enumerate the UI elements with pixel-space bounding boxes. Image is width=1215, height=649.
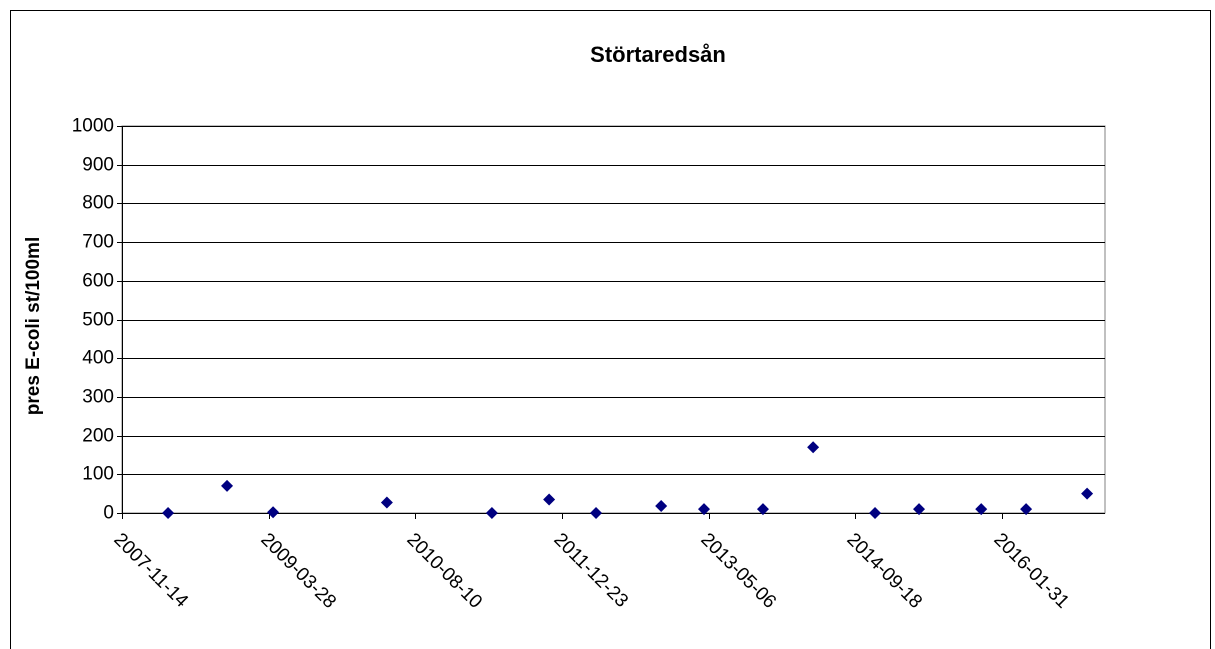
y-tick-label: 300 [82,387,114,408]
y-axis-title: pres E-coli st/100ml [23,237,44,415]
data-point [221,479,234,492]
y-tick-label: 600 [82,271,114,292]
data-point [975,503,988,516]
data-point [543,493,556,506]
y-tick-label: 100 [82,464,114,485]
data-point [807,441,820,454]
y-tick-label: 900 [82,155,114,176]
y-tick-label: 0 [103,503,114,524]
data-point [590,507,603,519]
data-point [697,503,710,516]
data-point [869,507,882,519]
data-point [485,507,498,519]
y-tick-label: 800 [82,193,114,214]
y-tick-label: 400 [82,348,114,369]
data-point [1081,487,1094,500]
data-point [1020,503,1033,516]
plot-area [121,125,1106,514]
data-point [267,506,280,519]
data-point [913,503,926,516]
data-point [380,496,393,509]
data-point [162,507,175,519]
chart-title: Störtaredsån [590,42,726,67]
data-point [756,503,769,516]
y-tick-label: 200 [82,426,114,447]
y-tick-label: 500 [82,310,114,331]
data-point [655,500,668,513]
y-tick-label: 1000 [72,116,114,137]
y-tick-label: 700 [82,232,114,253]
